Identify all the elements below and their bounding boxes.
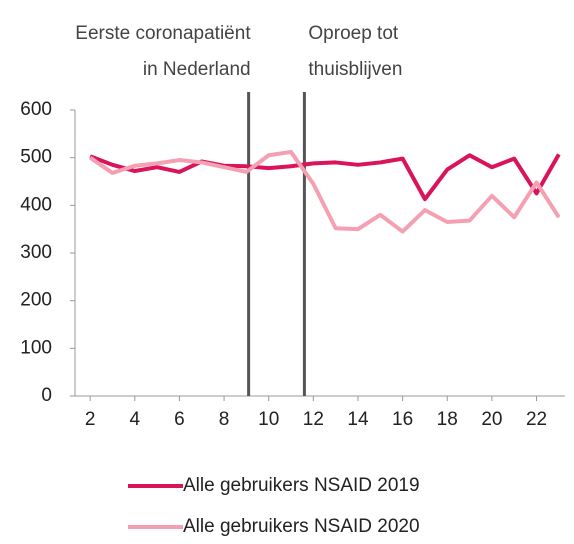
y-tick-label: 200 bbox=[20, 290, 52, 311]
x-tick-label: 16 bbox=[392, 409, 413, 430]
y-tick-label: 100 bbox=[20, 337, 52, 358]
y-tick-label: 400 bbox=[20, 194, 52, 215]
x-tick-label: 8 bbox=[219, 409, 230, 430]
annotation: Oproep tot bbox=[308, 23, 398, 44]
y-tick-label: 300 bbox=[20, 242, 52, 263]
annotation: thuisblijven bbox=[308, 59, 402, 80]
x-tick-label: 20 bbox=[481, 409, 502, 430]
x-tick-label: 6 bbox=[174, 409, 185, 430]
x-tick-label: 18 bbox=[437, 409, 458, 430]
legend-label: Alle gebruikers NSAID 2019 bbox=[183, 475, 420, 496]
x-tick-label: 22 bbox=[526, 409, 547, 430]
legend-label: Alle gebruikers NSAID 2020 bbox=[183, 516, 420, 537]
x-tick-label: 14 bbox=[347, 409, 369, 430]
x-tick-label: 2 bbox=[85, 409, 96, 430]
x-tick-label: 4 bbox=[130, 409, 141, 430]
x-tick-label: 10 bbox=[258, 409, 279, 430]
series-line bbox=[89, 149, 561, 234]
y-tick-label: 500 bbox=[20, 147, 52, 168]
y-tick-label: 600 bbox=[20, 99, 52, 120]
x-tick-label: 12 bbox=[303, 409, 324, 430]
y-tick-label: 0 bbox=[41, 385, 52, 406]
annotation: in Nederland bbox=[143, 59, 251, 80]
series-line bbox=[89, 153, 561, 202]
annotation: Eerste coronapatiënt bbox=[75, 23, 251, 44]
